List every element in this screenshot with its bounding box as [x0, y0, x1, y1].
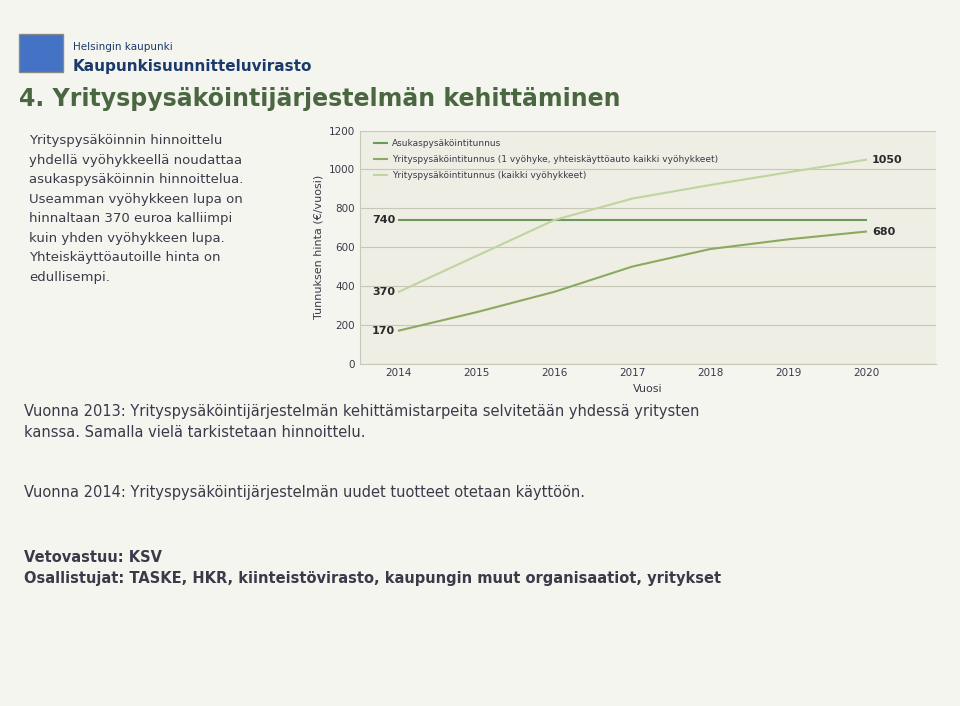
Y-axis label: Tunnuksen hinta (€/vuosi): Tunnuksen hinta (€/vuosi): [313, 175, 324, 319]
Legend: Asukaspysäköintitunnus, Yrityspysäköintitunnus (1 vyöhyke, yhteiskäyttöauto kaik: Asukaspysäköintitunnus, Yrityspysäköinti…: [371, 135, 722, 184]
X-axis label: Vuosi: Vuosi: [634, 384, 662, 394]
Text: 370: 370: [372, 287, 395, 297]
Text: 170: 170: [372, 325, 395, 335]
Text: Helsingin kaupunki: Helsingin kaupunki: [73, 42, 173, 52]
Text: Vetovastuu: KSV
Osallistujat: TASKE, HKR, kiinteistövirasto, kaupungin muut orga: Vetovastuu: KSV Osallistujat: TASKE, HKR…: [24, 550, 721, 586]
Text: Vuonna 2014: Yrityspysäköintijärjestelmän uudet tuotteet otetaan käyttöön.: Vuonna 2014: Yrityspysäköintijärjestelmä…: [24, 485, 585, 500]
Text: Vuonna 2013: Yrityspysäköintijärjestelmän kehittämistarpeita selvitetään yhdessä: Vuonna 2013: Yrityspysäköintijärjestelmä…: [24, 404, 700, 440]
Text: Kaupunkisuunnitteluvirasto: Kaupunkisuunnitteluvirasto: [73, 59, 312, 74]
Bar: [19, 34, 62, 72]
Text: Yrityspysäköinnin hinnoittelu
yhdellä vyöhykkeellä noudattaa
asukaspysäköinnin h: Yrityspysäköinnin hinnoittelu yhdellä vy…: [29, 134, 243, 284]
Text: 1050: 1050: [873, 155, 902, 164]
Text: 4. Yrityspysäköintijärjestelmän kehittäminen: 4. Yrityspysäköintijärjestelmän kehittäm…: [19, 87, 621, 111]
Text: 680: 680: [873, 227, 896, 237]
Text: 740: 740: [372, 215, 395, 225]
